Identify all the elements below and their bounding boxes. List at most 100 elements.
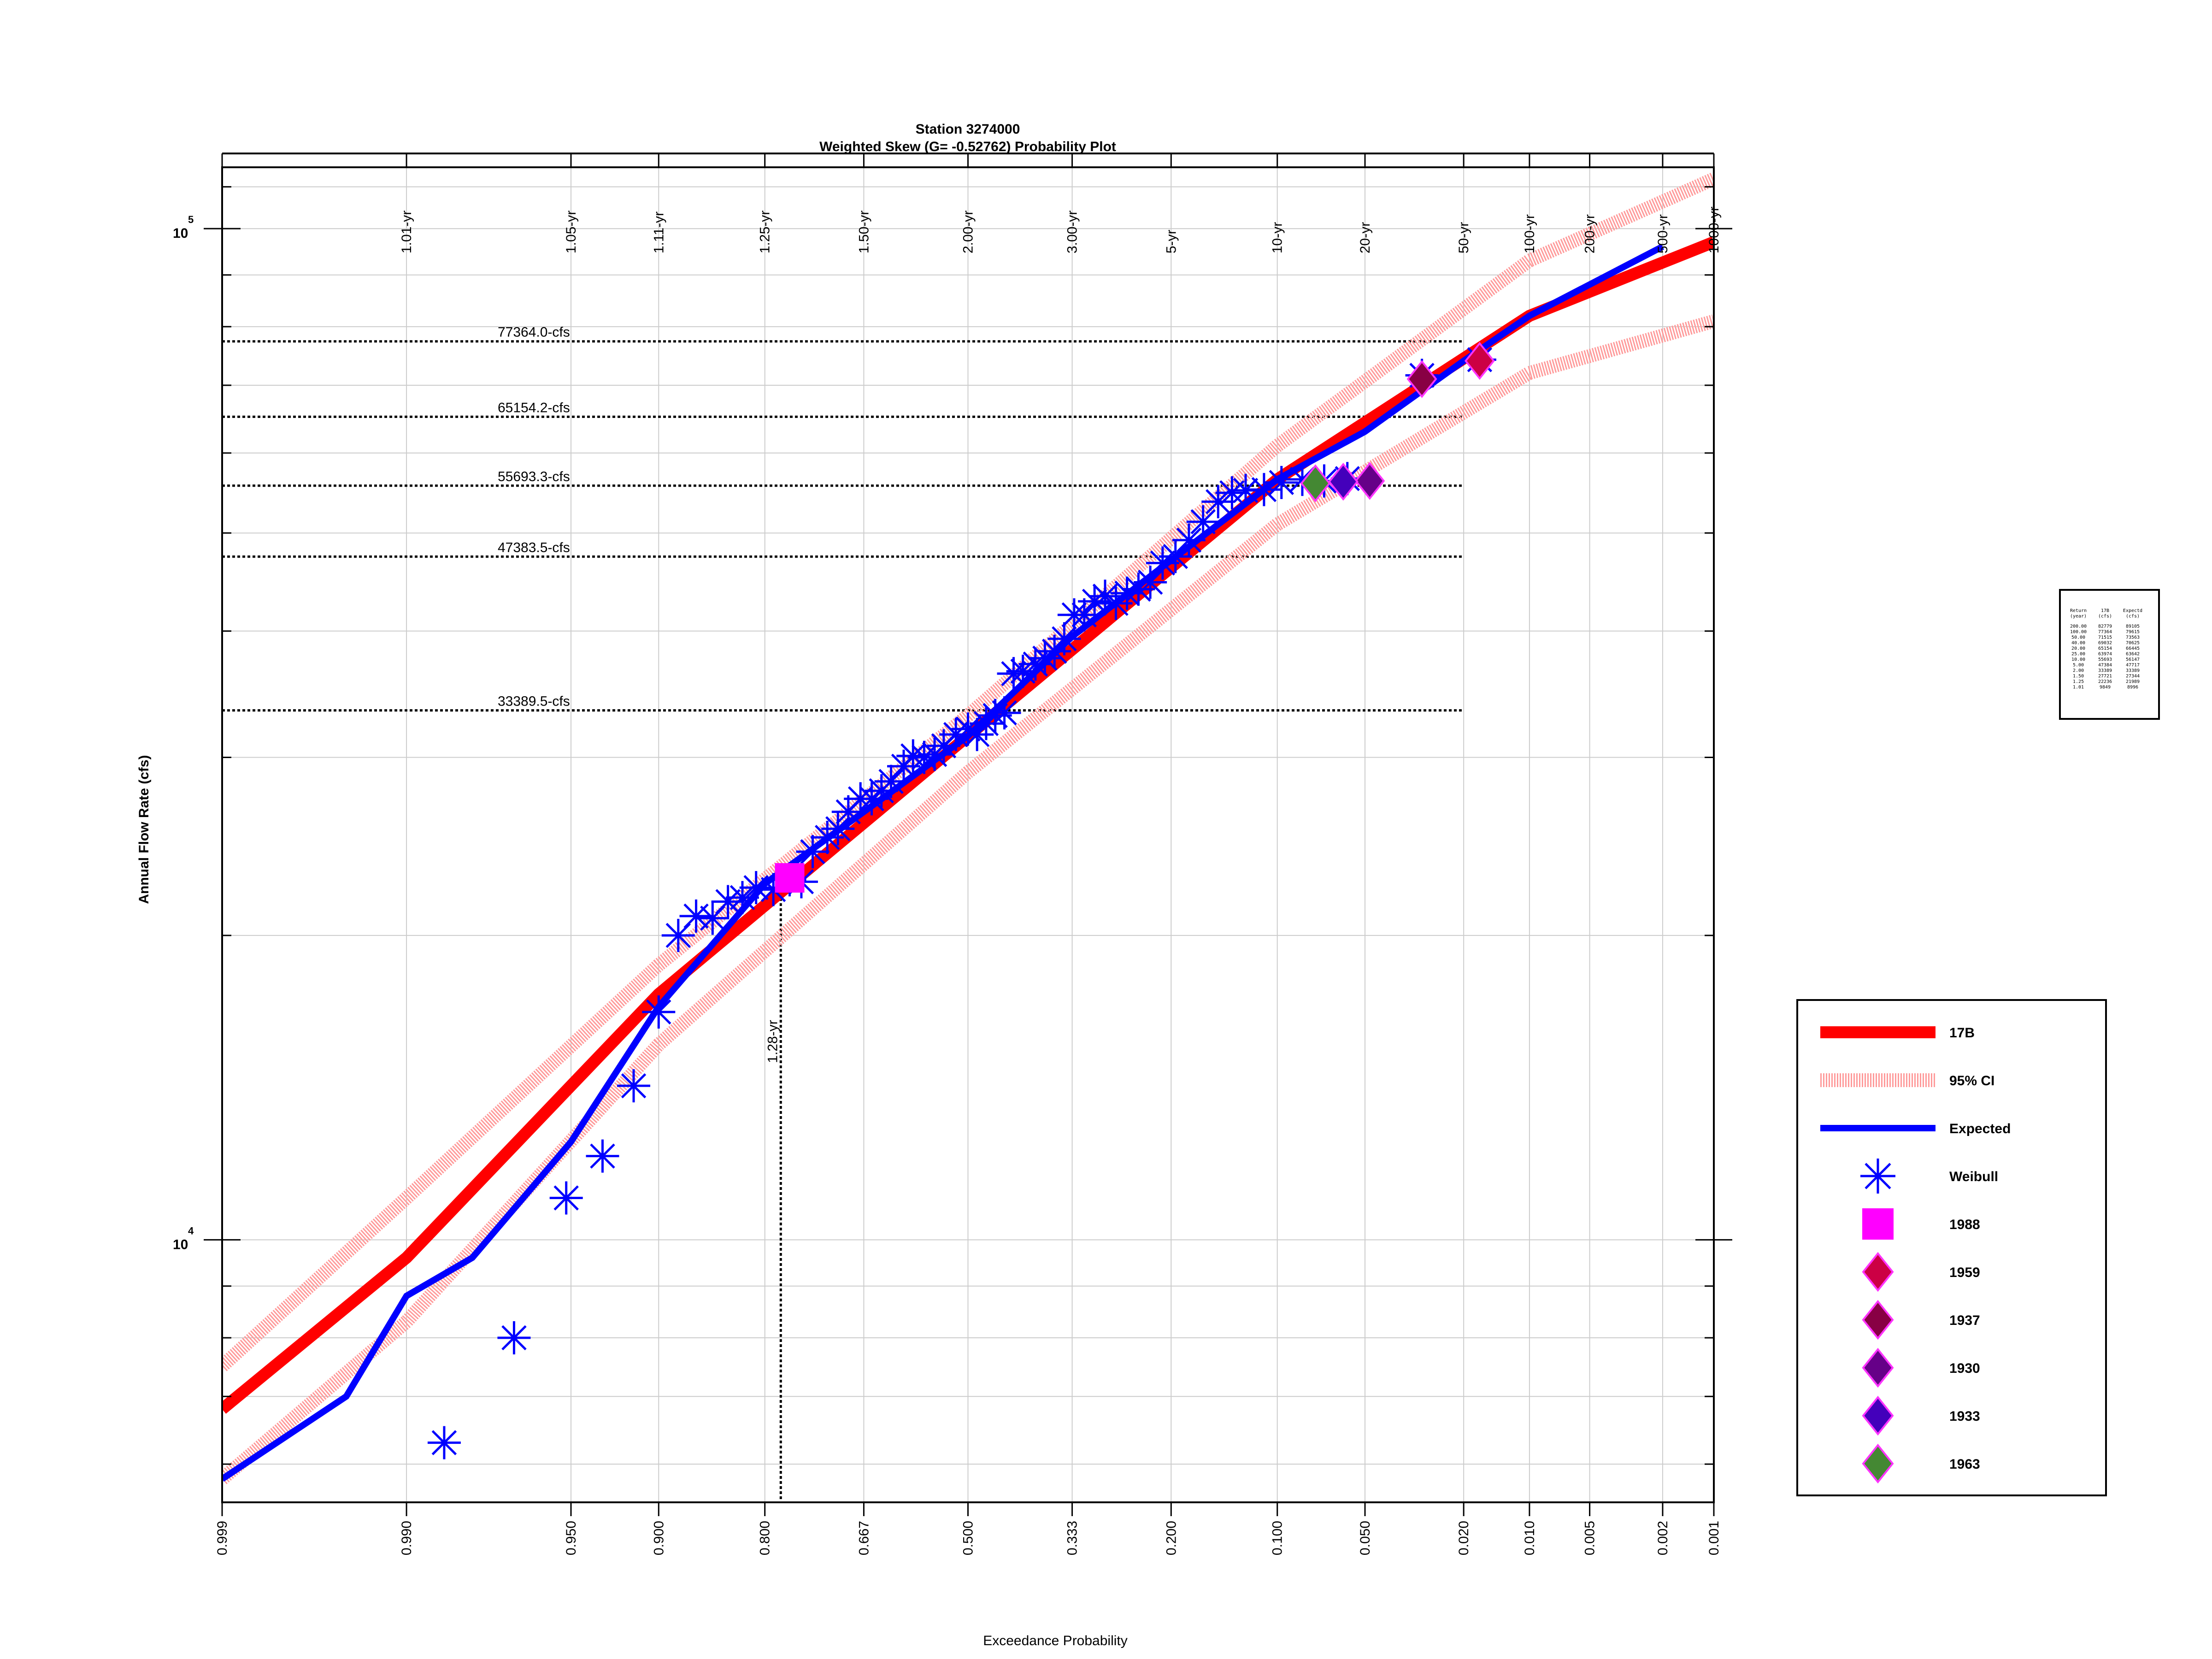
x-tick-label: 0.333 — [1065, 1521, 1080, 1555]
summary-header-cell: 17B — [2101, 608, 2109, 613]
weibull-point — [821, 812, 855, 846]
x-tick-label: 0.500 — [961, 1521, 976, 1555]
x-tick-label: 0.800 — [758, 1521, 773, 1555]
weibull-point — [1047, 622, 1081, 656]
summary-cell: 21989 — [2126, 679, 2140, 684]
summary-cell: 47384 — [2098, 663, 2112, 668]
weibull-point — [642, 995, 676, 1029]
weibull-stroke — [825, 816, 851, 841]
weibull-point — [1018, 647, 1052, 681]
weibull-point — [939, 718, 973, 751]
summary-table: Return 17B Expectd (year) (cfs) (cfs) 200.00 82… — [2059, 589, 2160, 720]
x-tick-label: 0.999 — [215, 1521, 230, 1555]
top-tick-label: 1.01-yr — [399, 211, 414, 253]
top-tick-label: 200-yr — [1583, 214, 1598, 253]
summary-cell: 63642 — [2126, 652, 2140, 657]
summary-cell: 9849 — [2100, 685, 2111, 690]
weibull-stroke — [992, 700, 1017, 726]
legend-label: 1963 — [1949, 1457, 1980, 1472]
summary-cell: 40.00 — [2071, 641, 2085, 646]
legend-label: 17B — [1949, 1025, 1975, 1041]
summary-cell: 70625 — [2126, 641, 2140, 646]
legend-swatch-weibull — [1860, 1159, 1895, 1194]
summary-cell: 33389 — [2098, 668, 2112, 673]
legend-label: Weibull — [1949, 1169, 1998, 1184]
summary-cell: 27721 — [2098, 674, 2112, 679]
marker-1988 — [775, 863, 805, 893]
line-expected — [222, 243, 1665, 1482]
y-tick-label-base: 10 — [173, 226, 188, 241]
weibull-stroke — [621, 1073, 647, 1099]
weibull-stroke — [1163, 544, 1188, 569]
summary-cell: 10.00 — [2071, 657, 2085, 662]
legend-swatch-diamond — [1862, 1347, 1894, 1388]
x-tick-label: 0.010 — [1522, 1521, 1537, 1555]
x-axis: 0.999 0.990 0.950 0.900 0.800 0.667 0.500 0.333… — [215, 1501, 1722, 1555]
summary-cell: 77364 — [2098, 629, 2112, 635]
summary-cell: 71515 — [2098, 635, 2112, 640]
weibull-stroke — [1233, 477, 1259, 503]
top-tick-label: 1.50-yr — [856, 211, 871, 253]
summary-cell: 100.00 — [2070, 629, 2087, 635]
legend-label: 1933 — [1949, 1409, 1980, 1424]
top-axis: 1.01-yr 1.05-yr 1.11-yr 1.25-yr 1.50-yr 2.00-… — [221, 153, 1722, 253]
weibull-stroke — [1071, 602, 1097, 628]
weibull-stroke — [431, 1430, 457, 1455]
weibull-point — [679, 899, 713, 933]
summary-cell: 55693 — [2098, 657, 2112, 662]
top-tick-label: 1000-yr — [1706, 206, 1722, 253]
summary-cell: 50.00 — [2071, 635, 2085, 640]
summary-cell: 89105 — [2126, 624, 2140, 629]
weibull-point — [1038, 635, 1071, 668]
chart-title: Station 3274000 — [916, 122, 1020, 137]
legend-entry: 1937 — [1862, 1300, 1980, 1340]
marker-1959 — [1464, 341, 1495, 380]
summary-cell: 200.00 — [2070, 624, 2087, 629]
top-tick-label: 3.00-yr — [1065, 211, 1080, 253]
top-tick-label: 500-yr — [1655, 214, 1671, 253]
weibull-stroke — [646, 999, 671, 1025]
legend-swatch-square — [1862, 1208, 1894, 1240]
reference-line-label: 47383.5-cfs — [498, 540, 570, 555]
summary-cell: 20.00 — [2071, 646, 2085, 651]
weibull-stroke — [1137, 570, 1163, 595]
summary-cell: 56147 — [2126, 657, 2140, 662]
reference-line-label: 33389.5-cfs — [498, 694, 570, 709]
x-tick-label: 0.950 — [564, 1521, 579, 1555]
summary-cell: 47717 — [2126, 663, 2140, 668]
summary-header-cell: Return — [2070, 608, 2087, 613]
top-tick-label: 1.11-yr — [651, 212, 666, 253]
summary-cell: 25.00 — [2071, 652, 2085, 657]
weibull-point — [811, 821, 844, 854]
weibull-point — [1186, 505, 1220, 539]
weibull-stroke — [553, 1185, 579, 1211]
weibull-stroke — [729, 885, 755, 910]
top-tick-label: 5-yr — [1164, 229, 1179, 253]
x-tick-label: 0.200 — [1164, 1521, 1179, 1555]
legend-swatch-diamond — [1862, 1252, 1894, 1292]
x-axis-label: Exceedance Probability — [983, 1633, 1128, 1648]
weibull-stroke — [1176, 527, 1202, 553]
x-tick-label: 0.001 — [1706, 1521, 1722, 1555]
weibull-stroke — [1865, 1163, 1891, 1189]
legend-entry: 1963 — [1862, 1443, 1980, 1484]
weibull-stroke — [943, 722, 969, 747]
legend-entry: 1933 — [1862, 1395, 1980, 1436]
weibull-point — [1172, 524, 1206, 557]
legend-entry: 1959 — [1862, 1252, 1980, 1292]
summary-cell: 63974 — [2098, 652, 2112, 657]
weibull-point — [874, 765, 908, 798]
chart-subtitle: Weighted Skew (G= -0.52762) Probability … — [819, 139, 1116, 154]
summary-header-cell: Expectd — [2123, 608, 2142, 613]
summary-cell: 33389 — [2126, 668, 2140, 673]
reference-lines: 77364.0-cfs 65154.2-cfs 55693.3-cfs 47383.5… — [222, 325, 1464, 712]
summary-cell: 69032 — [2098, 641, 2112, 646]
legend-entry: 17B — [1820, 1025, 1975, 1041]
weibull-point — [617, 1069, 651, 1103]
weibull-point — [549, 1181, 583, 1215]
weibull-point — [1159, 540, 1192, 573]
marker-1937 — [1406, 360, 1437, 398]
weibull-stroke — [1092, 583, 1118, 609]
top-tick-label: 2.00-yr — [961, 211, 976, 253]
